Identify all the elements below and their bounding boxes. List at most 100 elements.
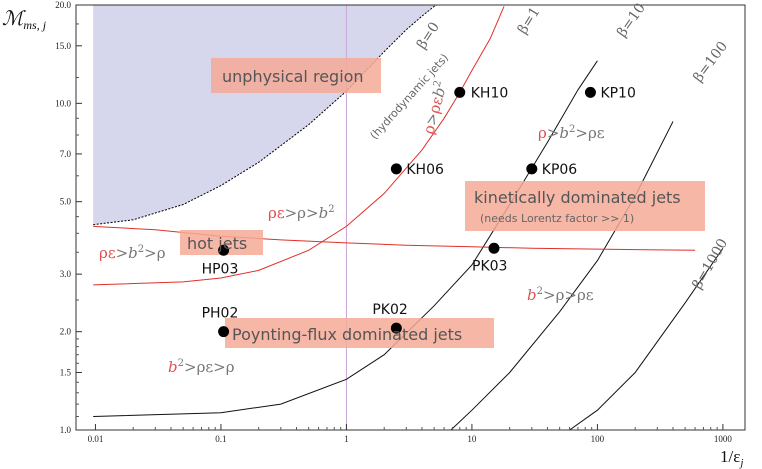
beta-label-4: β=1000: [690, 236, 732, 292]
series-line-4: [569, 248, 724, 430]
ineq-right-low-part-4: >: [564, 286, 577, 304]
ineq-mid-part-5: ρε: [588, 124, 605, 142]
ineq-mid-part-4: >: [575, 124, 588, 142]
y-axis-title-main: ℳ: [2, 8, 26, 30]
point-KP06: [526, 163, 538, 175]
kinetic-region-label: kinetically dominated jets: [474, 188, 681, 207]
kinetic-label-box: [465, 181, 705, 231]
simulation-points: KH10 KP10 KH06 KP06 HP03 PK03 PH02 PK02: [202, 85, 636, 338]
beta-label-1: β=1: [515, 4, 544, 37]
ineq-left-low-part-0: b: [168, 358, 178, 376]
x-tick-label: 100: [591, 434, 605, 444]
ineq-hot-top-part-0: ρε: [268, 204, 285, 222]
x-axis-title-sub: j: [738, 457, 743, 469]
ineq-top-c: ρε: [425, 94, 447, 115]
point-HP03: [218, 244, 230, 256]
ineq-mid-part-3: 2: [569, 124, 575, 135]
point-PK02: [390, 322, 402, 334]
ineq-mid-part-2: b: [559, 124, 569, 142]
point-KH06: [390, 163, 402, 175]
x-tick-label: 10: [467, 434, 477, 444]
y-tick-label: 7.0: [60, 149, 72, 159]
series-line-2: [93, 60, 598, 417]
region-boxes: [180, 58, 705, 348]
ineq-left-low: b2>ρε>ρ: [168, 358, 235, 376]
y-tick-label: 5.0: [60, 197, 72, 207]
x-axis-title: 1/εj: [720, 447, 743, 469]
ineq-hot-left-part-2: b: [128, 244, 138, 262]
poynting-label-box: [225, 318, 494, 348]
point-label-HP03: HP03: [202, 261, 239, 277]
beta-label-3: β=100: [690, 39, 731, 86]
point-label-KP06: KP06: [542, 162, 578, 178]
y-tick-label: 1.0: [60, 425, 72, 435]
unphysical-label-box: [211, 58, 381, 93]
x-axis-title-eps: ε: [733, 447, 740, 466]
x-axis-title-main: 1/: [720, 447, 734, 466]
y-axis-title: ℳms, j: [2, 8, 47, 32]
point-label-KH06: KH06: [406, 162, 444, 178]
point-label-PK03: PK03: [472, 258, 507, 274]
poynting-region-label: Poynting-flux dominated jets: [232, 325, 462, 344]
beta-label-2: β=10: [614, 0, 649, 40]
y-tick-label: 3.0: [60, 269, 72, 279]
ineq-top-e: 2: [432, 79, 444, 88]
ineq-hot-top-part-5: 2: [328, 204, 334, 215]
ineq-top-d: b: [429, 85, 449, 99]
point-KH10: [454, 86, 466, 98]
hot-region-label: hot jets: [187, 234, 247, 253]
ineq-right-low-part-2: >: [543, 286, 556, 304]
ineq-left-low-part-2: >: [184, 358, 197, 376]
ineq-right-low-part-3: ρ: [556, 286, 565, 304]
x-tick-label: 0.01: [88, 434, 104, 444]
ineq-left-low-part-1: 2: [178, 358, 184, 369]
ineq-hot-left: ρε>b2>ρ: [99, 244, 166, 262]
series-line-0: [93, 5, 439, 226]
ineq-hot-top-part-2: ρ: [297, 204, 306, 222]
plot-frame: [75, 4, 746, 431]
x-tick-label: 1: [344, 434, 349, 444]
point-label-KH10: KH10: [471, 85, 509, 101]
unphysical-region-label: unphysical region: [222, 67, 364, 86]
ineq-top: ρ>ρεb2: [419, 79, 450, 136]
ineq-right-low-part-5: ρε: [577, 286, 594, 304]
y-axis-title-sub: ms, j: [23, 18, 46, 32]
y-tick-label: 1.5: [60, 367, 72, 377]
ineq-hot-left-part-1: >: [116, 244, 129, 262]
x-tick-label: 1000: [714, 434, 733, 444]
ineq-left-low-part-3: ρε: [197, 358, 214, 376]
point-label-KP10: KP10: [600, 85, 635, 101]
ineq-right-low: b2>ρ>ρε: [527, 286, 594, 304]
kinetic-region-sublabel: (needs Lorentz factor >> 1): [480, 212, 634, 225]
y-tick-label: 20.0: [55, 0, 71, 10]
point-label-PK02: PK02: [372, 302, 407, 318]
series-line-1: [93, 6, 505, 286]
ineq-hot-left-part-4: >: [144, 244, 157, 262]
axes: 0.01 0.1 1 10 100 1000 1.0 1.5 2.0 3.0 5.0 7.0 10.0 1…: [2, 0, 746, 469]
ineq-mid: ρ>b2>ρε: [538, 124, 605, 142]
y-tick-label: 10.0: [55, 98, 71, 108]
point-KP10: [584, 86, 596, 98]
ineq-right-low-part-1: 2: [537, 286, 543, 297]
ineq-top-b: >: [422, 111, 443, 128]
ineq-hot-left-part-0: ρε: [99, 244, 116, 262]
point-PK03: [488, 242, 500, 254]
ineq-mid-part-0: ρ: [538, 124, 547, 142]
y-tick-label: 15.0: [55, 41, 71, 51]
ineq-mid-part-1: >: [547, 124, 560, 142]
ineq-left-low-part-5: ρ: [226, 358, 235, 376]
ineq-left-low-part-4: >: [213, 358, 226, 376]
ineq-hot-left-part-5: ρ: [157, 244, 166, 262]
point-PH02: [218, 326, 230, 338]
ineq-hot-top-part-1: >: [285, 204, 298, 222]
x-tick-label: 0.1: [215, 434, 226, 444]
point-label-PH02: PH02: [202, 306, 239, 322]
ineq-hot-top-part-4: b: [319, 204, 329, 222]
ineq-hot-top: ρε>ρ>b2: [268, 204, 335, 222]
beta-label-0: β=0: [414, 19, 443, 52]
ineq-right-low-part-0: b: [527, 286, 537, 304]
ineq-hot-top-part-3: >: [306, 204, 319, 222]
ineq-hot-left-part-3: 2: [138, 244, 144, 255]
y-tick-label: 2.0: [60, 327, 72, 337]
